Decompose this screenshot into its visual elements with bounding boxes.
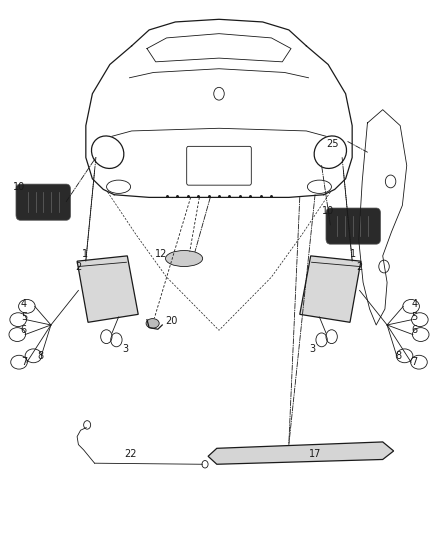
Text: 6: 6: [411, 325, 417, 335]
Text: 20: 20: [165, 316, 177, 326]
Text: 12: 12: [155, 249, 168, 259]
Polygon shape: [300, 256, 361, 322]
Text: 8: 8: [395, 351, 401, 361]
Text: 4: 4: [411, 298, 417, 309]
Text: 2: 2: [75, 262, 81, 271]
Text: 10: 10: [13, 182, 25, 192]
Polygon shape: [77, 256, 138, 322]
Text: 2: 2: [357, 262, 363, 271]
Text: 5: 5: [21, 312, 27, 322]
Polygon shape: [208, 442, 394, 464]
Text: 3: 3: [310, 344, 316, 354]
Text: 4: 4: [21, 298, 27, 309]
Text: 25: 25: [326, 139, 339, 149]
Text: 17: 17: [309, 449, 321, 458]
FancyBboxPatch shape: [16, 184, 71, 220]
Text: 1: 1: [82, 249, 88, 259]
Text: 7: 7: [21, 357, 27, 367]
Text: 1: 1: [350, 249, 356, 259]
Text: 7: 7: [411, 357, 417, 367]
Text: 5: 5: [411, 312, 417, 322]
Ellipse shape: [166, 251, 203, 266]
Text: 22: 22: [124, 449, 137, 459]
Text: 10: 10: [322, 206, 334, 216]
Text: 8: 8: [37, 351, 43, 361]
Ellipse shape: [146, 319, 159, 328]
Text: 6: 6: [21, 325, 27, 335]
Text: 3: 3: [122, 344, 128, 354]
FancyBboxPatch shape: [326, 208, 381, 244]
